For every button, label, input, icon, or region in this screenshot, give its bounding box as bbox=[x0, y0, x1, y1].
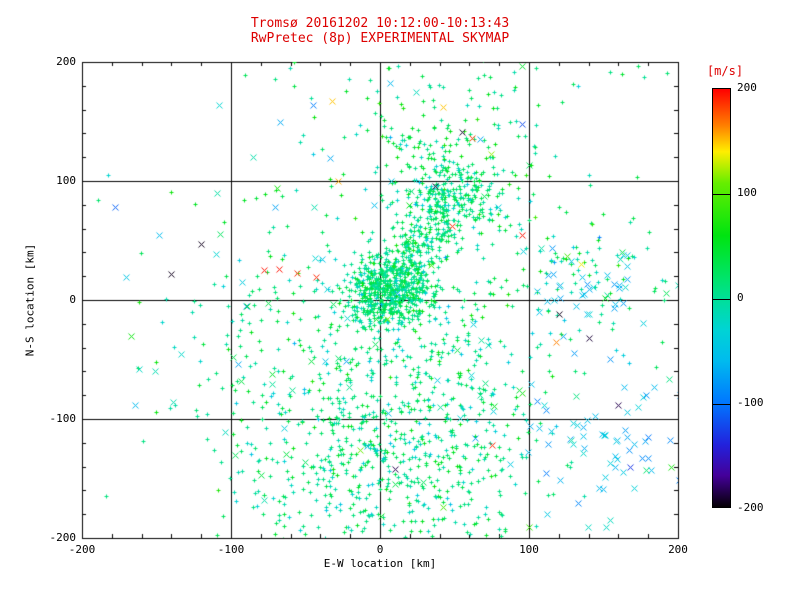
y-axis-label: N-S location [km] bbox=[23, 243, 37, 357]
colorbar-tick-mark bbox=[713, 299, 730, 300]
colorbar-label: [m/s] bbox=[706, 64, 744, 78]
colorbar bbox=[712, 88, 731, 508]
x-axis-label: E-W location [km] bbox=[323, 557, 437, 570]
colorbar-tick-mark bbox=[713, 194, 730, 195]
colorbar-gradient bbox=[713, 89, 730, 507]
colorbar-tick-mark bbox=[713, 404, 730, 405]
